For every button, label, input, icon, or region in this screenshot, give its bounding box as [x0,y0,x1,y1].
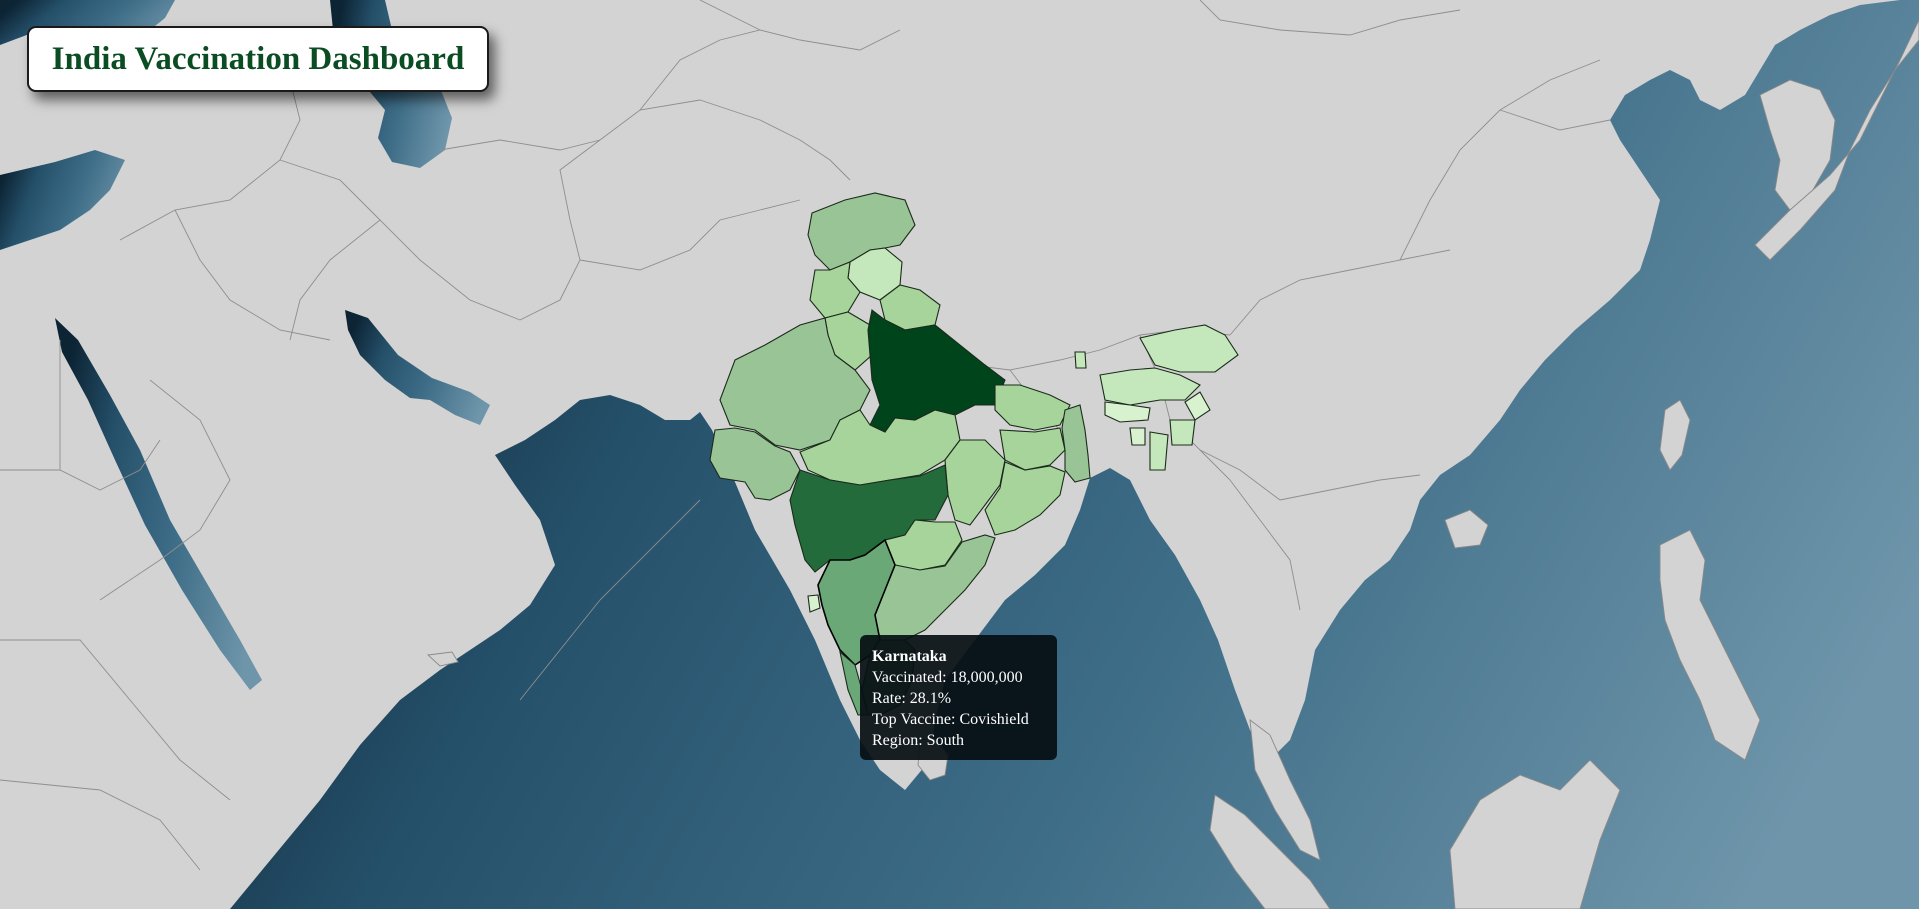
red-sea [55,318,262,690]
state-bihar[interactable] [994,384,1071,431]
tooltip-state-name: Karnataka [872,648,947,665]
state-gujarat[interactable] [709,427,801,501]
indian-ocean [230,0,1919,909]
sumatra [1209,794,1331,909]
state-tripura[interactable] [1129,427,1146,446]
taiwan [1659,399,1691,471]
tooltip-rate-value: 28.1% [909,690,952,707]
state-jharkhand[interactable] [999,427,1066,471]
state-west-bengal[interactable] [1061,404,1091,483]
tooltip-region-label: Region: [872,732,923,749]
tooltip-rate-row: Rate: 28.1% [872,688,1045,709]
state-mizoram[interactable] [1149,431,1169,471]
tooltip-region-row: Region: South [872,730,1045,751]
philippines [1659,529,1761,761]
state-manipur[interactable] [1169,419,1196,446]
tooltip-vaccinated-row: Vaccinated: 18,000,000 [872,667,1045,688]
mediterranean-sea [0,150,125,250]
state-sikkim[interactable] [1074,351,1087,369]
dashboard-title: India Vaccination Dashboard [51,40,465,77]
tooltip-vaccinated-value: 18,000,000 [950,669,1023,686]
japan [1754,19,1919,261]
persian-gulf [345,310,490,425]
state-assam[interactable] [1099,367,1201,406]
dashboard-title-box: India Vaccination Dashboard [27,26,489,92]
state-punjab[interactable] [809,261,861,319]
tooltip-vaccinated-label: Vaccinated: [872,669,947,686]
socotra [426,651,459,667]
tooltip-top-vaccine-label: Top Vaccine: [872,711,956,728]
state-arunachal-pradesh[interactable] [1139,324,1239,373]
borneo [1449,759,1621,909]
state-tooltip: Karnataka Vaccinated: 18,000,000 Rate: 2… [860,635,1057,760]
tooltip-top-vaccine-row: Top Vaccine: Covishield [872,709,1045,730]
state-goa[interactable] [807,594,821,613]
state-meghalaya[interactable] [1104,401,1151,423]
hainan [1444,509,1489,549]
tooltip-top-vaccine-value: Covishield [959,711,1029,728]
state-chhattisgarh[interactable] [944,439,1006,526]
tooltip-rate-label: Rate: [872,690,906,707]
state-odisha[interactable] [984,461,1066,536]
malay-peninsula [1249,719,1321,861]
india-states [709,192,1239,716]
tooltip-region-value: South [926,732,965,749]
state-nagaland[interactable] [1184,391,1211,421]
